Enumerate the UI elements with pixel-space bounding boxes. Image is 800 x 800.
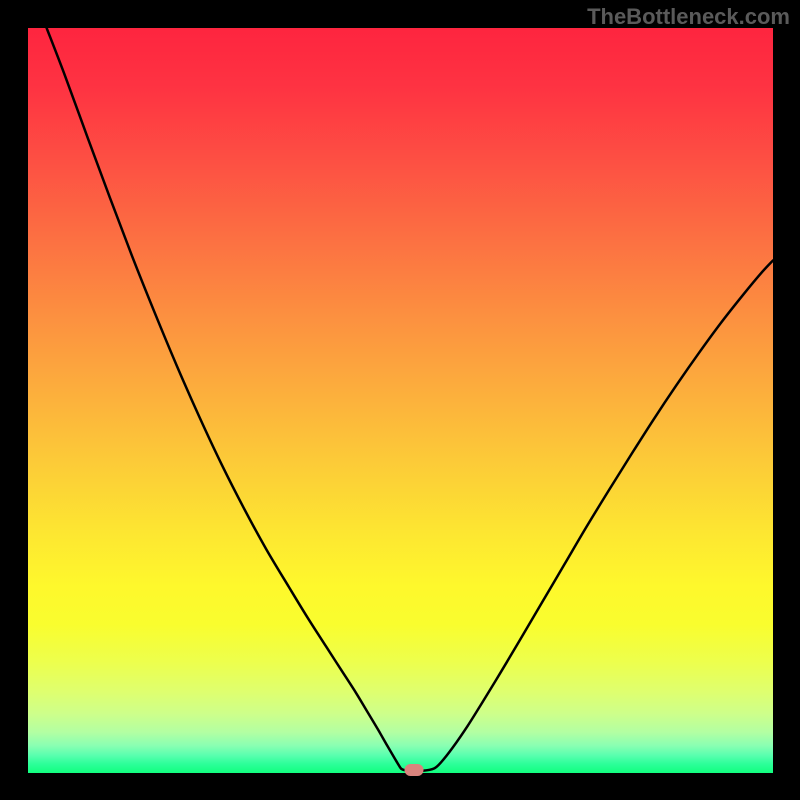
chart-container: TheBottleneck.com [0, 0, 800, 800]
bottleneck-curve [28, 28, 773, 773]
plot-area [28, 28, 773, 773]
optimal-point-marker [404, 764, 423, 776]
watermark-text: TheBottleneck.com [587, 4, 790, 30]
